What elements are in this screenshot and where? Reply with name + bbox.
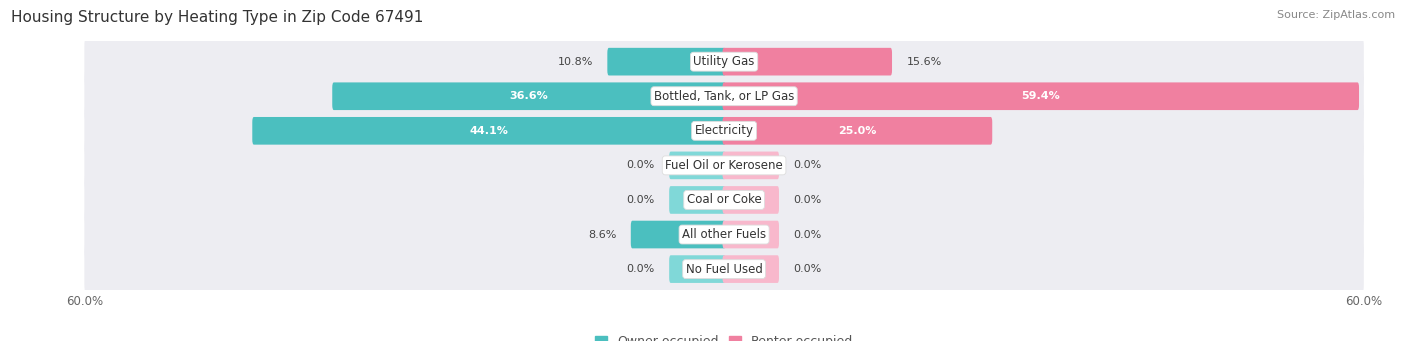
- Text: Coal or Coke: Coal or Coke: [686, 193, 762, 206]
- FancyBboxPatch shape: [723, 48, 891, 75]
- FancyBboxPatch shape: [84, 99, 1364, 162]
- Text: Source: ZipAtlas.com: Source: ZipAtlas.com: [1277, 10, 1395, 20]
- Text: 44.1%: 44.1%: [470, 126, 509, 136]
- Text: 8.6%: 8.6%: [588, 229, 616, 239]
- Text: 0.0%: 0.0%: [793, 229, 821, 239]
- FancyBboxPatch shape: [84, 30, 1364, 93]
- Text: Electricity: Electricity: [695, 124, 754, 137]
- Text: 0.0%: 0.0%: [793, 264, 821, 274]
- Text: 0.0%: 0.0%: [627, 160, 655, 170]
- FancyBboxPatch shape: [84, 134, 1364, 197]
- FancyBboxPatch shape: [607, 48, 725, 75]
- Text: Fuel Oil or Kerosene: Fuel Oil or Kerosene: [665, 159, 783, 172]
- FancyBboxPatch shape: [669, 186, 725, 214]
- Text: 0.0%: 0.0%: [627, 264, 655, 274]
- FancyBboxPatch shape: [84, 238, 1364, 300]
- FancyBboxPatch shape: [84, 65, 1364, 128]
- FancyBboxPatch shape: [723, 83, 1360, 110]
- FancyBboxPatch shape: [723, 151, 779, 179]
- FancyBboxPatch shape: [252, 117, 725, 145]
- FancyBboxPatch shape: [669, 255, 725, 283]
- FancyBboxPatch shape: [723, 117, 993, 145]
- FancyBboxPatch shape: [723, 186, 779, 214]
- FancyBboxPatch shape: [84, 168, 1364, 232]
- Text: 0.0%: 0.0%: [793, 160, 821, 170]
- Text: 0.0%: 0.0%: [793, 195, 821, 205]
- Text: Housing Structure by Heating Type in Zip Code 67491: Housing Structure by Heating Type in Zip…: [11, 10, 423, 25]
- FancyBboxPatch shape: [669, 151, 725, 179]
- Text: Bottled, Tank, or LP Gas: Bottled, Tank, or LP Gas: [654, 90, 794, 103]
- FancyBboxPatch shape: [723, 221, 779, 248]
- FancyBboxPatch shape: [631, 221, 725, 248]
- Text: 59.4%: 59.4%: [1021, 91, 1060, 101]
- Text: 0.0%: 0.0%: [627, 195, 655, 205]
- Text: 36.6%: 36.6%: [509, 91, 548, 101]
- Text: 10.8%: 10.8%: [558, 57, 593, 66]
- Text: Utility Gas: Utility Gas: [693, 55, 755, 68]
- FancyBboxPatch shape: [84, 203, 1364, 266]
- Text: 25.0%: 25.0%: [838, 126, 876, 136]
- Legend: Owner-occupied, Renter-occupied: Owner-occupied, Renter-occupied: [589, 330, 859, 341]
- Text: No Fuel Used: No Fuel Used: [686, 263, 762, 276]
- FancyBboxPatch shape: [723, 255, 779, 283]
- Text: 15.6%: 15.6%: [907, 57, 942, 66]
- FancyBboxPatch shape: [332, 83, 725, 110]
- Text: All other Fuels: All other Fuels: [682, 228, 766, 241]
